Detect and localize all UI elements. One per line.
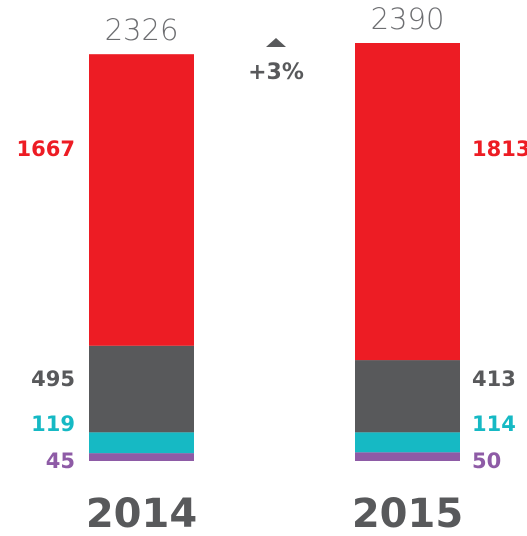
segment-label: 45 [46, 449, 75, 473]
segment-label: 495 [31, 367, 75, 391]
segment-label: 1813 [472, 137, 527, 161]
segment-label: 413 [472, 367, 516, 391]
total-label: 2390 [371, 2, 445, 36]
segment-label: 114 [472, 412, 516, 436]
increase-arrow [266, 38, 286, 47]
segment-label: 1667 [17, 137, 75, 161]
category-label: 2015 [352, 491, 463, 536]
change-annotation: +3% [248, 60, 304, 85]
segment-label: 119 [31, 412, 75, 436]
bar-segment [355, 43, 460, 361]
segment-label: 50 [472, 449, 501, 473]
bar-segment [89, 432, 194, 454]
bar-segment [355, 452, 460, 461]
category-label: 2014 [86, 491, 197, 536]
bar-segment [89, 345, 194, 433]
total-label: 2326 [105, 13, 179, 47]
bar-segment [89, 453, 194, 461]
bar-segment [355, 432, 460, 453]
bar-segment [89, 54, 194, 346]
bar-segment [355, 360, 460, 433]
